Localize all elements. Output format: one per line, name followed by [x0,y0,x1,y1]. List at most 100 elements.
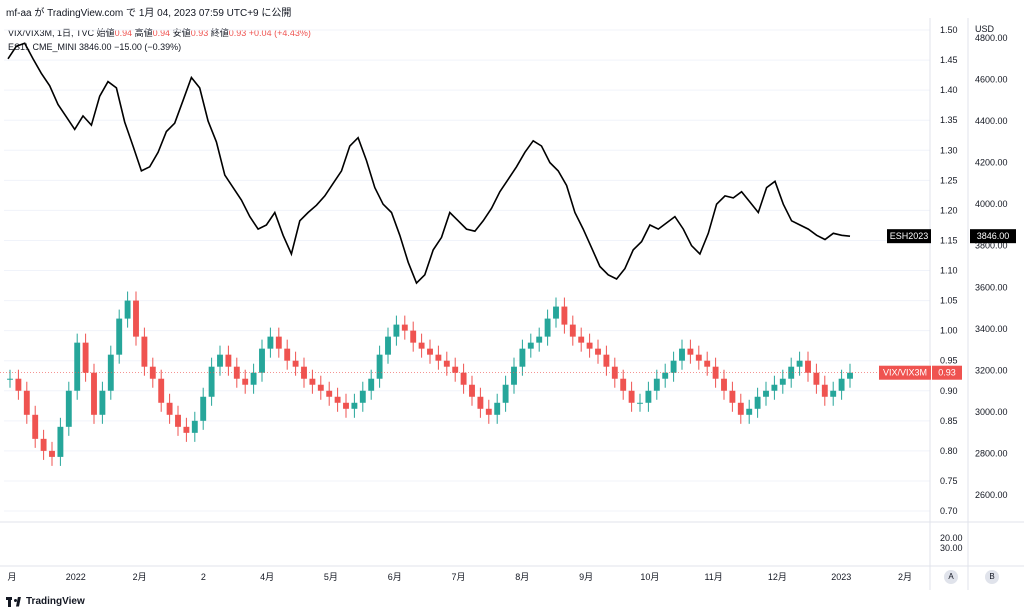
candle-body [561,306,568,325]
candle-body [317,384,324,391]
candle-body [796,360,803,367]
left-axis-tick: 0.90 [940,386,958,396]
candle-body [645,390,652,403]
right-axis-tick: 2800.00 [975,448,1008,458]
es-series-label: ESH2023 [890,231,929,241]
candle-body [292,360,299,367]
left-axis-tick: 1.50 [940,25,958,35]
scale-a-button[interactable]: A [944,570,958,584]
candle-body [91,372,97,415]
candle-body [275,336,282,349]
candle-body [494,402,501,415]
legend-vix-symbol: VIX/VIX3M, 1日, TVC [8,28,95,38]
legend-low-label: 安値 [172,28,191,38]
candle-body [149,366,156,379]
scale-b-button[interactable]: B [985,570,999,584]
candle-body [536,336,543,343]
right-axis-tick: 3200.00 [975,365,1008,375]
x-tick-label: 11月 [704,572,722,582]
candle-body [259,348,265,373]
candle-body [326,390,333,397]
candle-body [595,348,601,355]
candle-body [418,342,425,349]
grid [4,29,930,512]
candle-body [737,402,744,415]
left-axis-tick: 1.25 [940,175,958,185]
x-tick-label: 2月 [898,572,912,582]
candle-body [351,402,358,409]
candle-body [166,402,173,415]
es-last-value-tag: 3846.00 [977,231,1010,241]
x-tick-label: 2月 [133,572,147,582]
x-tick-label: 4月 [260,572,274,582]
candle-body [376,354,383,379]
candle-body [460,372,467,385]
candle-body [653,378,660,391]
candle-body [385,336,391,355]
candle-body [620,378,627,391]
left-axis-tick: 1.05 [940,296,958,306]
candle-body [183,426,190,433]
candle-body [746,408,753,415]
candle-body [267,336,274,349]
candle-body [82,342,89,373]
candle-body [704,360,711,367]
candle-body [603,354,610,367]
es-last-value-tag-bg [970,229,1016,244]
right-axis-tick: 4400.00 [975,116,1008,126]
candle-body [553,306,559,319]
x-tick-label: 8月 [515,572,529,582]
candle-body [452,366,459,373]
candle-body [208,366,215,397]
legend-low-value: 0.93 [190,28,209,38]
candle-body [838,378,845,391]
candle-body [485,408,492,415]
legend-high-value: 0.94 [152,28,171,38]
axes: 1.50 1.45 1.40 1.35 1.30 1.25 1.20 1.15 1.10 1.05… [0,18,1024,590]
candle-body [847,372,853,379]
candle-body [74,342,81,391]
candle-body [57,426,64,457]
left-axis-tick: 0.85 [940,416,958,426]
x-tick-label: 月 [7,572,16,582]
candle-body [788,366,795,379]
left-axis-tick: 1.15 [940,235,958,245]
candle-body [65,390,72,427]
left-axis-tick: 1.35 [940,115,958,125]
candle-body [721,378,727,391]
es-line-path [7,42,851,285]
right-axis-tick: 3600.00 [975,282,1008,292]
candle-body [544,318,551,337]
candle-body [368,378,375,391]
footer-brand: TradingView [26,596,85,607]
candle-body [519,348,526,367]
candle-body [124,300,131,319]
candle-body [729,390,736,403]
es-series-label-bg [887,229,931,244]
x-tick-label: 6月 [388,572,402,582]
footer[interactable]: TradingView [6,596,85,607]
vix-series-label: VIX/VIX3M [883,368,927,378]
candle-body [309,378,316,385]
candle-body [40,438,47,451]
legend-row-vix[interactable]: VIX/VIX3M, 1日, TVC 始値0.94 高値0.94 安値0.93 … [8,26,311,40]
candle-body [779,378,786,385]
candle-body [502,384,509,403]
left-axis-tick: 0.75 [940,476,958,486]
right-axis-tick: 3000.00 [975,407,1008,417]
candle-body [225,354,232,367]
candle-body [754,396,761,409]
vix-series-label-bg [879,365,931,380]
candle-body [99,390,106,415]
candle-body [805,360,811,373]
candle-body [679,348,685,361]
legend-row-es[interactable]: ES1!, CME_MINI 3846.00 −15.00 (−0.39%) [8,40,311,54]
candle-body [628,390,635,403]
publish-header: mf-aa が TradingView.com で 1月 04, 2023 07… [6,8,292,19]
candles-vix [7,291,853,466]
candle-body [477,396,484,409]
candle-body [443,360,450,367]
candle-body [813,372,820,385]
candle-body [133,300,139,337]
